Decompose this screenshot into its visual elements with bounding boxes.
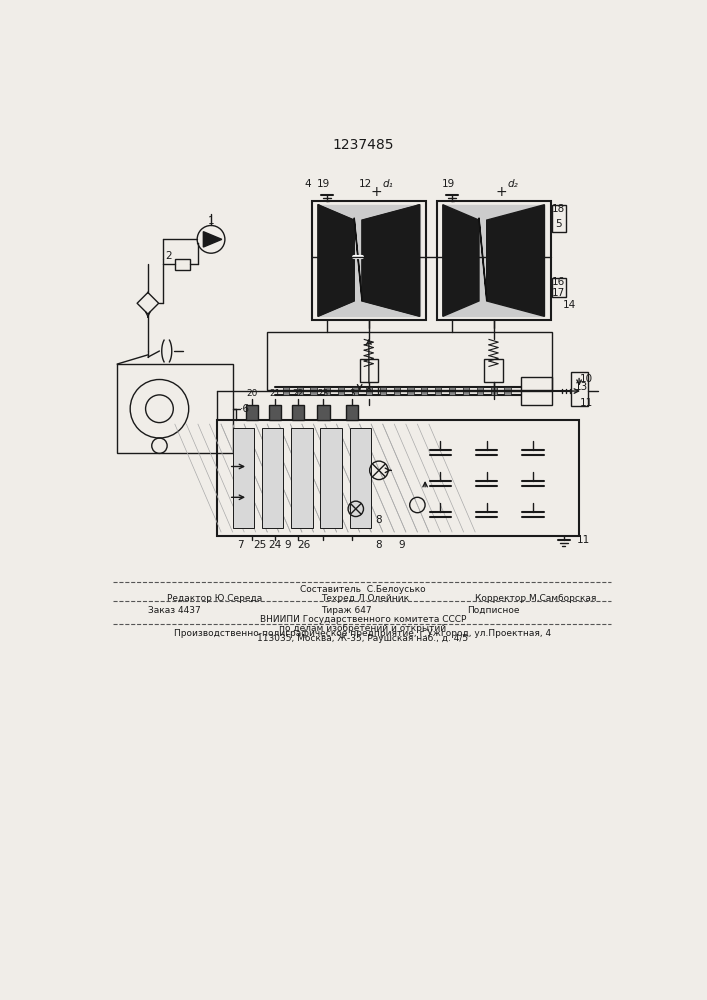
Polygon shape [318, 205, 354, 316]
Polygon shape [362, 205, 420, 316]
Bar [421, 387, 428, 395]
Polygon shape [354, 218, 362, 301]
Polygon shape [443, 205, 479, 316]
Polygon shape [362, 205, 420, 316]
Text: 21: 21 [269, 389, 281, 398]
Bar [291, 428, 312, 528]
Bar [463, 387, 469, 395]
Polygon shape [443, 205, 544, 316]
Bar [217, 420, 579, 536]
Polygon shape [318, 205, 420, 316]
Bar [437, 201, 551, 320]
Text: 9: 9 [285, 540, 291, 550]
Polygon shape [204, 232, 222, 247]
Bar [484, 359, 503, 382]
Bar [117, 364, 233, 453]
Text: d₁: d₁ [382, 179, 394, 189]
Text: +: + [496, 185, 507, 199]
Text: Составитель  С.Белоусько: Составитель С.Белоусько [300, 585, 426, 594]
Bar [435, 387, 441, 395]
Polygon shape [354, 218, 362, 301]
Bar [320, 428, 342, 528]
Text: 11: 11 [576, 535, 590, 545]
Bar [283, 387, 288, 395]
Text: Производственно-полиграфическое предприятие, г.Ужгород, ул.Проектная, 4: Производственно-полиграфическое предприя… [174, 629, 551, 638]
Text: d₂: d₂ [508, 179, 518, 189]
Bar [338, 387, 344, 395]
Text: 15: 15 [362, 288, 375, 298]
Polygon shape [479, 218, 486, 301]
Text: ВНИИПИ Государственного комитета СССР: ВНИИПИ Государственного комитета СССР [259, 615, 466, 624]
Bar [269, 405, 281, 420]
Bar [350, 428, 371, 528]
Bar [346, 405, 358, 420]
Text: 12: 12 [358, 179, 372, 189]
Text: 8: 8 [375, 540, 382, 550]
Text: Подписное: Подписное [467, 606, 520, 615]
Text: 5: 5 [555, 219, 561, 229]
Bar [360, 359, 378, 382]
Bar [352, 387, 358, 395]
Text: +: + [370, 185, 382, 199]
Text: Корректор М,Самборская: Корректор М,Самборская [475, 594, 597, 603]
Text: 20: 20 [246, 389, 257, 398]
Text: 19: 19 [317, 179, 330, 189]
Bar [552, 205, 566, 232]
Bar [262, 428, 284, 528]
Text: 23: 23 [317, 389, 329, 398]
Text: по делам изобретений и открытий: по делам изобретений и открытий [279, 624, 446, 633]
Text: 24: 24 [269, 540, 281, 550]
Bar [407, 387, 414, 395]
Text: 11: 11 [580, 398, 593, 408]
Text: 18: 18 [551, 204, 565, 214]
Text: 22: 22 [293, 389, 304, 398]
Bar [296, 387, 303, 395]
Bar [366, 387, 372, 395]
Bar [394, 387, 399, 395]
Bar [504, 387, 510, 395]
Bar [310, 387, 317, 395]
Text: 14: 14 [563, 300, 576, 310]
Bar [571, 372, 588, 406]
Text: 1237485: 1237485 [332, 138, 394, 152]
Bar [477, 387, 483, 395]
Bar [175, 259, 190, 270]
Text: 2: 2 [165, 251, 172, 261]
Text: 10: 10 [580, 374, 593, 384]
Bar [449, 387, 455, 395]
Bar [233, 428, 254, 528]
Bar [552, 278, 566, 297]
Text: 19: 19 [442, 179, 455, 189]
Text: 13: 13 [575, 382, 588, 392]
Text: 4: 4 [305, 179, 311, 189]
Text: 9: 9 [399, 540, 405, 550]
Bar [521, 377, 552, 405]
Text: 16: 16 [551, 277, 565, 287]
Text: 17: 17 [551, 288, 565, 298]
Text: Тираж 647: Тираж 647 [321, 606, 372, 615]
Bar [267, 332, 552, 389]
Text: Техред Л.Олейник: Техред Л.Олейник [321, 594, 409, 603]
Text: ·6: ·6 [240, 404, 250, 414]
Bar [380, 387, 386, 395]
Text: 26: 26 [297, 540, 310, 550]
Text: 3: 3 [349, 389, 355, 398]
Bar [312, 201, 426, 320]
Text: 25: 25 [253, 540, 266, 550]
Text: 15: 15 [487, 288, 501, 298]
Text: Заказ 4437: Заказ 4437 [148, 606, 201, 615]
Bar [246, 405, 258, 420]
Polygon shape [318, 205, 354, 316]
Text: Редактор Ю.Середа: Редактор Ю.Середа [167, 594, 262, 603]
Bar [292, 405, 304, 420]
Text: 113035, Москва, Ж-35, Раушская наб., д. 4/5: 113035, Москва, Ж-35, Раушская наб., д. … [257, 634, 468, 643]
Bar [325, 387, 330, 395]
Polygon shape [486, 205, 544, 316]
Text: 1: 1 [208, 216, 214, 226]
Text: 8: 8 [375, 515, 382, 525]
Bar [491, 387, 497, 395]
Text: 7: 7 [237, 540, 244, 550]
Bar [317, 405, 329, 420]
